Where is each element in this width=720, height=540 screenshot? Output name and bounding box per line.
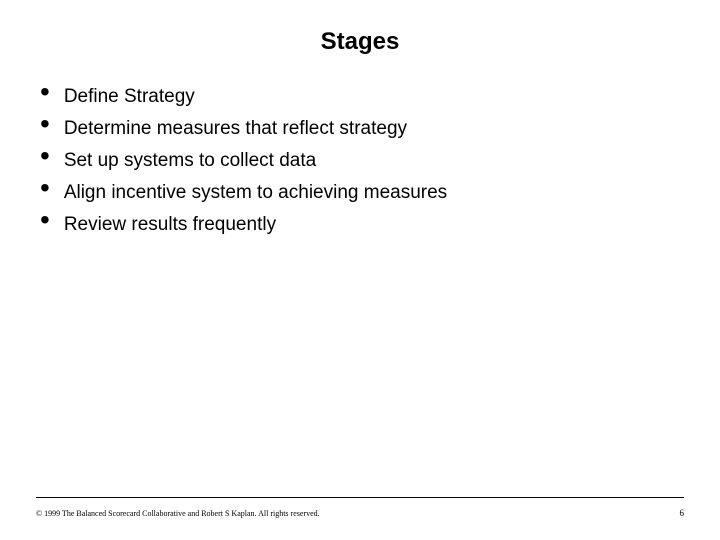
slide: Stages • Define Strategy • Determine mea…: [0, 0, 720, 540]
bullet-icon: •: [40, 114, 50, 134]
list-item: • Determine measures that reflect strate…: [40, 116, 684, 142]
list-item: • Define Strategy: [40, 84, 684, 110]
bullet-text: Align incentive system to achieving meas…: [64, 180, 447, 206]
divider: [36, 497, 684, 498]
list-item: • Review results frequently: [40, 212, 684, 238]
bullet-icon: •: [40, 82, 50, 102]
bullet-list: • Define Strategy • Determine measures t…: [36, 84, 684, 238]
bullet-icon: •: [40, 210, 50, 230]
bullet-text: Review results frequently: [64, 212, 276, 238]
list-item: • Set up systems to collect data: [40, 148, 684, 174]
bullet-text: Define Strategy: [64, 84, 195, 110]
page-number: 6: [680, 508, 685, 518]
bullet-icon: •: [40, 178, 50, 198]
list-item: • Align incentive system to achieving me…: [40, 180, 684, 206]
bullet-text: Determine measures that reflect strategy: [64, 116, 407, 142]
page-title: Stages: [36, 28, 684, 56]
bullet-icon: •: [40, 146, 50, 166]
copyright-text: © 1999 The Balanced Scorecard Collaborat…: [36, 509, 320, 518]
bullet-text: Set up systems to collect data: [64, 148, 316, 174]
